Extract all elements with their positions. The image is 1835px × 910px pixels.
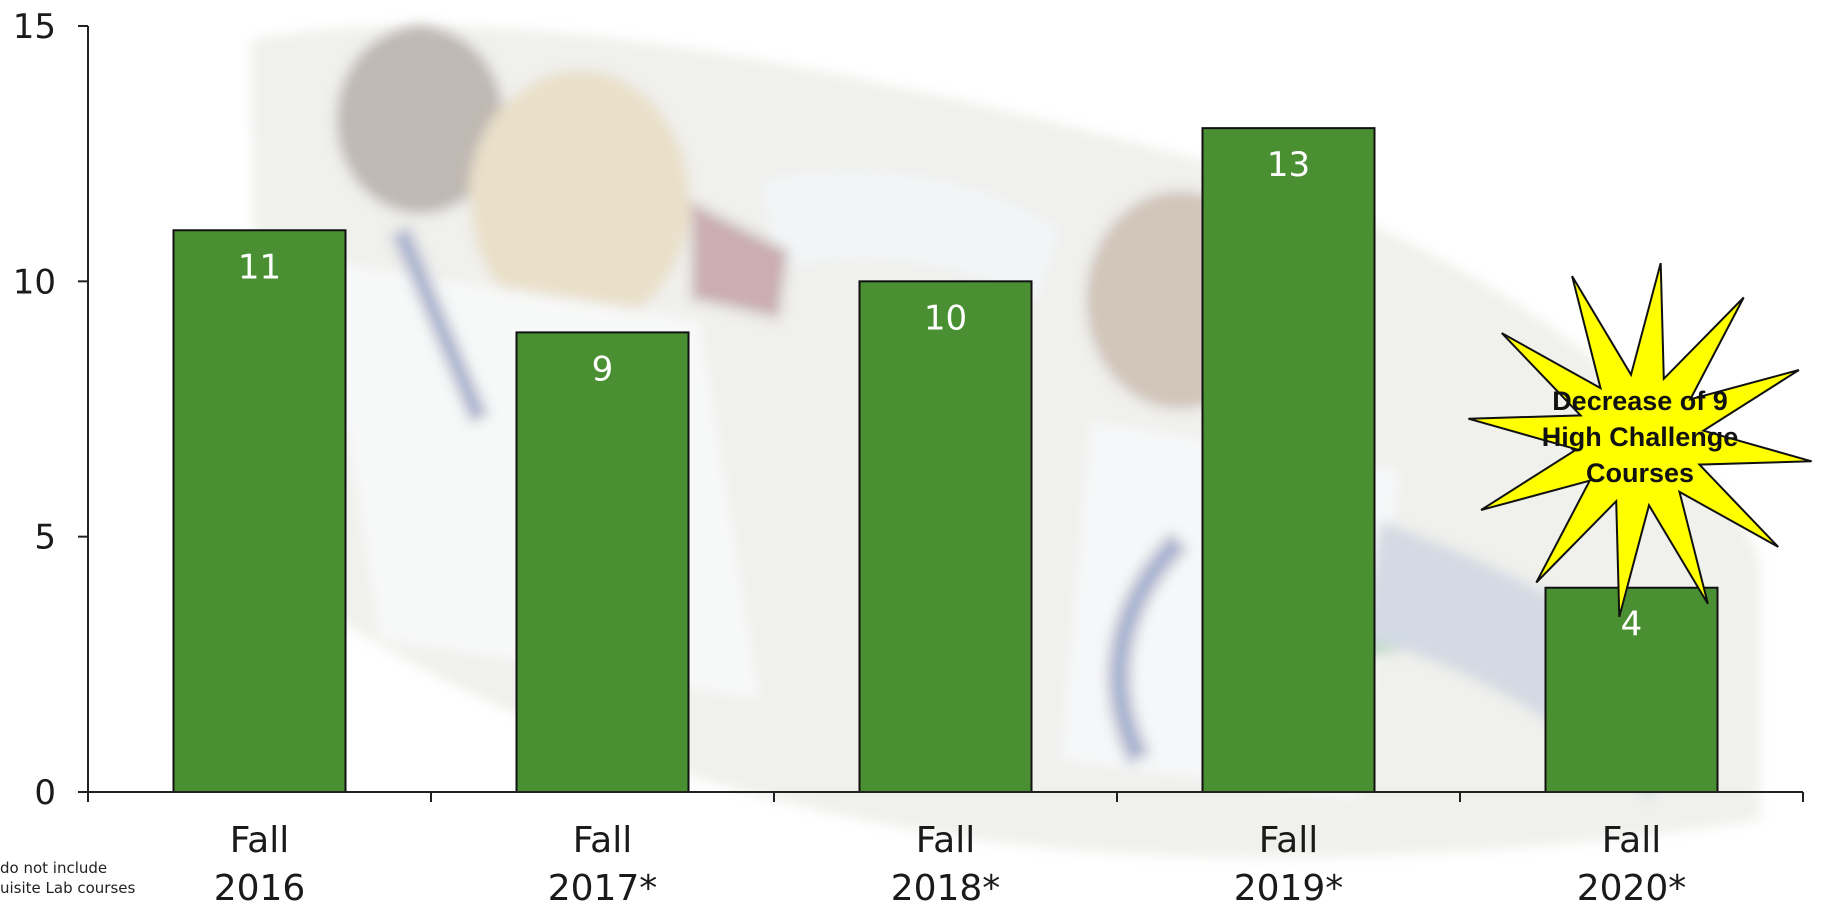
x-category-label: Fall 2017* <box>548 820 658 909</box>
callout-line: High Challenge <box>1542 422 1739 452</box>
x-category-line: 2017* <box>548 868 658 909</box>
x-category-line: Fall <box>1259 820 1318 861</box>
bar-value-label: 4 <box>1621 605 1643 645</box>
x-category-label: Fall 2019* <box>1234 820 1344 909</box>
callout-line: Decrease of 9 <box>1552 386 1728 416</box>
footnote: do not include uisite Lab courses <box>0 859 136 897</box>
x-category-line: Fall <box>1602 820 1661 861</box>
decrease-callout: Decrease of 9 High Challenge Courses <box>1468 262 1812 618</box>
bar-value-label: 13 <box>1267 145 1310 185</box>
callout-text: Decrease of 9 High Challenge Courses <box>1542 386 1739 488</box>
x-category-line: Fall <box>230 820 289 861</box>
y-tick-label: 5 <box>34 518 56 558</box>
y-axis-ticks: 0 5 10 15 <box>13 7 89 813</box>
x-category-line: 2016 <box>214 868 306 909</box>
x-category-line: 2018* <box>891 868 1001 909</box>
starburst-shape <box>1468 262 1812 618</box>
bar-value-label: 10 <box>924 298 967 338</box>
bar-value-label: 11 <box>238 247 281 287</box>
y-tick-label: 10 <box>13 262 56 302</box>
x-category-label: Fall 2018* <box>891 820 1001 909</box>
callout-line: Courses <box>1586 458 1694 488</box>
bars-group: 11 9 10 13 4 <box>172 127 1719 793</box>
x-category-label: Fall 2016 <box>214 820 306 909</box>
bar <box>1544 586 1719 793</box>
x-category-line: Fall <box>916 820 975 861</box>
x-axis: Fall 2016 Fall 2017* Fall 2018* Fall 2019* Fall 2… <box>87 791 1804 909</box>
bar <box>515 331 690 793</box>
y-tick-label: 0 <box>34 773 56 813</box>
x-category-label: Fall 2020* <box>1577 820 1687 909</box>
bar-value-label: 9 <box>592 349 614 389</box>
x-category-line: 2020* <box>1577 868 1687 909</box>
y-tick-label: 15 <box>13 7 56 47</box>
x-category-line: 2019* <box>1234 868 1344 909</box>
bar <box>858 280 1033 793</box>
bar <box>1201 127 1376 793</box>
x-category-line: Fall <box>573 820 632 861</box>
bar <box>172 229 347 793</box>
